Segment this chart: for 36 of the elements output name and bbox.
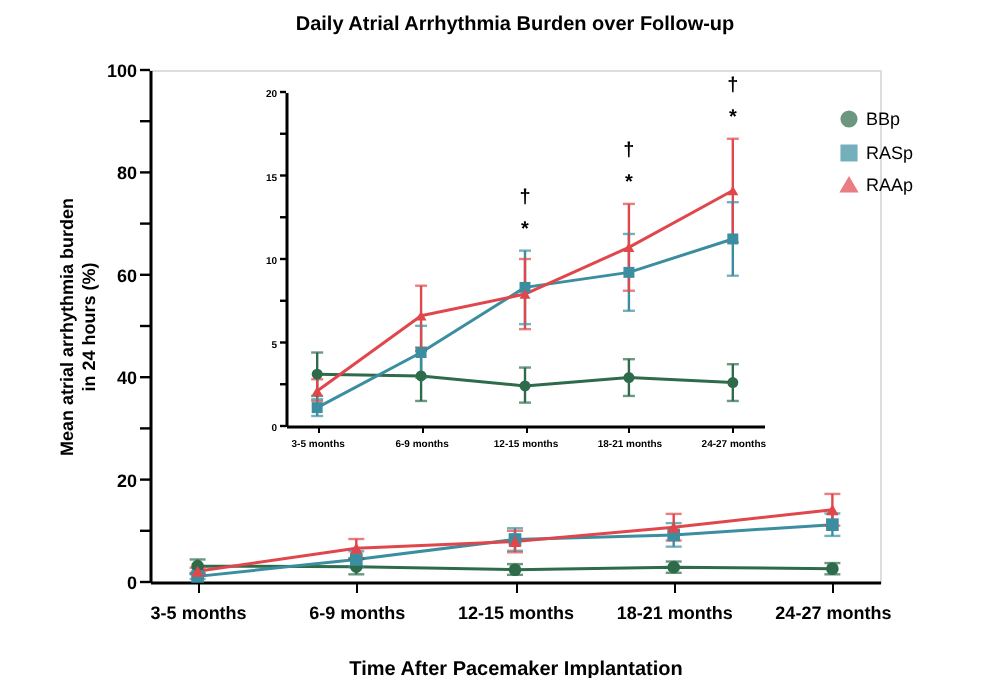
point bbox=[727, 377, 739, 389]
y-tick-label: 80 bbox=[116, 163, 137, 184]
point bbox=[826, 518, 839, 531]
y-axis-title: Mean atrial arrhythmia burden in 24 hours (%) bbox=[56, 197, 99, 457]
y-tick-label: 60 bbox=[116, 265, 137, 286]
y-tick-label: 40 bbox=[116, 368, 137, 389]
annotation: † bbox=[623, 139, 635, 162]
annotation: † bbox=[519, 186, 531, 209]
x-tick-label: 18-21 months bbox=[616, 603, 733, 623]
point bbox=[311, 368, 323, 380]
annotation: * bbox=[728, 106, 737, 129]
point bbox=[519, 380, 531, 392]
point bbox=[623, 372, 635, 384]
point bbox=[415, 347, 427, 358]
point bbox=[826, 504, 839, 516]
point bbox=[415, 311, 427, 321]
annotation: † bbox=[727, 74, 739, 97]
point bbox=[727, 233, 739, 245]
x-tick-label: 24-27 months bbox=[775, 603, 892, 623]
legend-label: RAAp bbox=[866, 175, 914, 195]
x-tick-label: 6-9 months bbox=[309, 603, 406, 623]
point bbox=[349, 542, 363, 554]
point bbox=[415, 370, 427, 382]
y-tick-label: 0 bbox=[126, 573, 137, 593]
annotation: * bbox=[521, 218, 530, 241]
point bbox=[519, 289, 531, 299]
y-tick-label: 100 bbox=[106, 61, 137, 81]
annotation: * bbox=[625, 171, 634, 194]
x-tick-label: 12-15 months bbox=[457, 603, 575, 623]
y-tick-label: 20 bbox=[116, 470, 137, 491]
chart-title: Daily Atrial Arrhythmia Burden over Follow-up bbox=[295, 14, 735, 36]
point bbox=[623, 266, 635, 278]
legend-label: BBp bbox=[866, 109, 901, 129]
point bbox=[667, 521, 681, 533]
legend-label: RASp bbox=[866, 143, 914, 163]
x-tick-label: 3-5 months bbox=[150, 603, 247, 623]
